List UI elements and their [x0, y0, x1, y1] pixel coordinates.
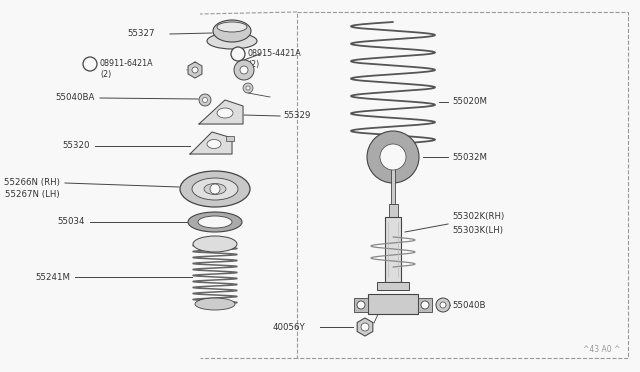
- Polygon shape: [199, 100, 243, 124]
- Bar: [226, 136, 234, 141]
- Ellipse shape: [180, 171, 250, 207]
- Circle shape: [234, 60, 254, 80]
- Circle shape: [380, 144, 406, 170]
- Circle shape: [367, 131, 419, 183]
- Text: 55034: 55034: [58, 218, 85, 227]
- Ellipse shape: [198, 216, 232, 228]
- Bar: [385, 217, 401, 282]
- Text: 55267N (LH): 55267N (LH): [5, 190, 60, 199]
- Circle shape: [357, 301, 365, 309]
- Text: 55032M: 55032M: [452, 153, 487, 161]
- Circle shape: [421, 301, 429, 309]
- Ellipse shape: [188, 212, 242, 232]
- Polygon shape: [188, 62, 202, 78]
- Text: (2): (2): [248, 61, 259, 70]
- Ellipse shape: [213, 20, 251, 42]
- Ellipse shape: [195, 298, 235, 310]
- Ellipse shape: [217, 22, 247, 32]
- Bar: [389, 204, 398, 217]
- Text: 55040B: 55040B: [452, 301, 486, 310]
- Text: 55327: 55327: [127, 29, 155, 38]
- Text: 40056Y: 40056Y: [272, 323, 305, 331]
- Bar: [418, 298, 432, 312]
- Text: 55329: 55329: [283, 112, 310, 121]
- Bar: [377, 282, 409, 290]
- Bar: [354, 298, 368, 312]
- Text: 55320: 55320: [63, 141, 90, 151]
- Text: W: W: [235, 51, 241, 57]
- Circle shape: [246, 86, 250, 90]
- Text: 55241M: 55241M: [35, 273, 70, 282]
- Text: 55020M: 55020M: [452, 97, 487, 106]
- Polygon shape: [190, 132, 232, 154]
- Text: ^43 A0 ^: ^43 A0 ^: [582, 345, 620, 354]
- Text: 55302K(RH): 55302K(RH): [452, 212, 504, 221]
- Ellipse shape: [193, 236, 237, 252]
- Circle shape: [210, 184, 220, 194]
- Ellipse shape: [217, 108, 233, 118]
- Circle shape: [436, 298, 450, 312]
- Bar: [391, 168, 395, 204]
- Ellipse shape: [207, 33, 257, 49]
- Circle shape: [202, 97, 207, 103]
- Text: 08911-6421A: 08911-6421A: [100, 60, 154, 68]
- Circle shape: [83, 57, 97, 71]
- Circle shape: [240, 66, 248, 74]
- Text: 55040BA: 55040BA: [56, 93, 95, 103]
- Ellipse shape: [207, 140, 221, 148]
- Ellipse shape: [192, 178, 238, 200]
- Text: (2): (2): [100, 71, 111, 80]
- Circle shape: [361, 323, 369, 331]
- Ellipse shape: [204, 183, 226, 195]
- Circle shape: [192, 67, 198, 73]
- Circle shape: [199, 94, 211, 106]
- Circle shape: [243, 83, 253, 93]
- Bar: [368, 294, 418, 314]
- Text: 55266N (RH): 55266N (RH): [4, 179, 60, 187]
- Circle shape: [440, 302, 446, 308]
- Polygon shape: [357, 318, 372, 336]
- Text: N: N: [87, 61, 93, 67]
- Text: 08915-4421A: 08915-4421A: [248, 49, 301, 58]
- Text: 55303K(LH): 55303K(LH): [452, 225, 503, 234]
- Circle shape: [231, 47, 245, 61]
